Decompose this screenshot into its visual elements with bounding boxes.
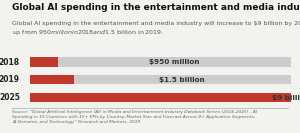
Text: Global AI spending in the entertainment and media industry will increase to $9 b: Global AI spending in the entertainment … [12,21,300,37]
Text: $950 million: $950 million [149,59,200,65]
Text: Source: "Global Artificial Intelligence (AI) in Media and Entertainment Industry: Source: "Global Artificial Intelligence … [12,110,257,124]
Bar [30,57,58,67]
Bar [30,57,291,67]
Bar [30,93,291,102]
Text: Global AI spending in the entertainment and media industry: Global AI spending in the entertainment … [12,3,300,12]
Text: 2025: 2025 [0,93,20,102]
Bar [30,75,291,84]
Text: 2019: 2019 [0,75,20,84]
Text: $1.5 billion: $1.5 billion [159,77,205,83]
Bar [30,75,74,84]
Text: $9 billion: $9 billion [272,95,300,101]
Bar [30,93,291,102]
Text: 2018: 2018 [0,58,20,67]
